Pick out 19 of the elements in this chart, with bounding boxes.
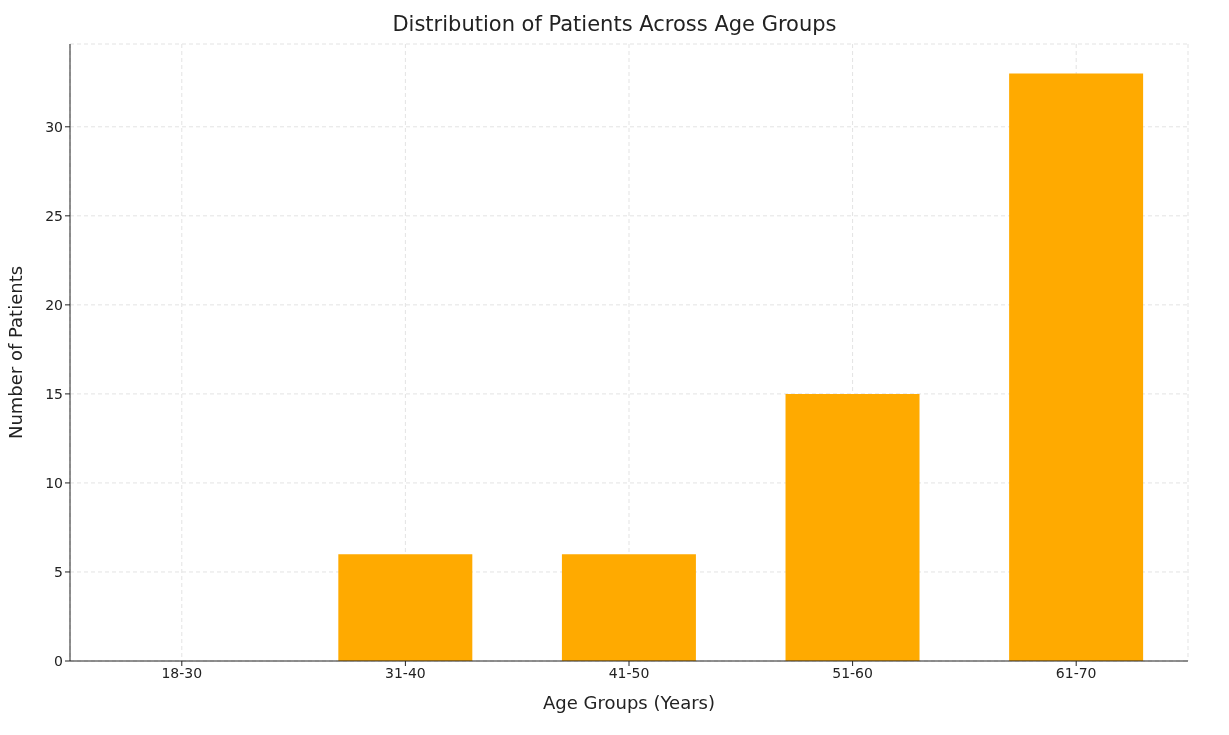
x-axis-title: Age Groups (Years) <box>543 692 715 713</box>
y-tick-label: 5 <box>54 563 63 580</box>
x-tick-label: 61-70 <box>1055 664 1097 681</box>
bar <box>1009 73 1144 661</box>
y-tick-label: 20 <box>45 296 63 313</box>
y-tick-label: 10 <box>45 474 63 491</box>
bar <box>785 393 920 661</box>
x-tick-label: 18-30 <box>161 664 203 681</box>
y-tick-label: 15 <box>45 385 63 402</box>
x-tick-label: 31-40 <box>385 664 426 681</box>
y-tick-label: 25 <box>45 207 63 224</box>
y-axis-title: Number of Patients <box>5 265 27 440</box>
chart-title: Distribution of Patients Across Age Groups <box>391 12 838 36</box>
y-tick-label: 0 <box>54 652 63 669</box>
y-tick-label: 30 <box>45 118 63 135</box>
x-tick-label: 41-50 <box>608 664 650 681</box>
x-tick-label: 51-60 <box>832 664 873 681</box>
bar <box>561 554 696 661</box>
bar <box>338 554 473 661</box>
